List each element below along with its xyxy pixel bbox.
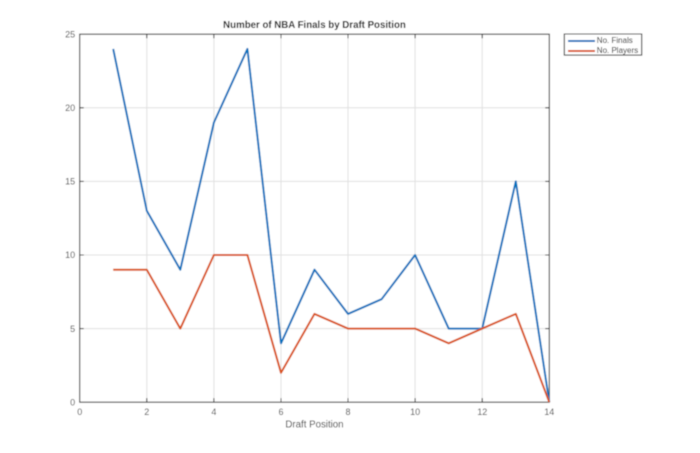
svg-text:25: 25 xyxy=(65,29,75,39)
svg-text:No. Finals: No. Finals xyxy=(597,36,633,45)
svg-text:No. Players: No. Players xyxy=(597,46,638,55)
svg-text:6: 6 xyxy=(278,407,283,417)
svg-text:20: 20 xyxy=(65,103,75,113)
svg-text:12: 12 xyxy=(477,407,487,417)
svg-text:4: 4 xyxy=(211,407,216,417)
svg-text:8: 8 xyxy=(345,407,350,417)
svg-text:0: 0 xyxy=(70,397,75,407)
svg-text:5: 5 xyxy=(70,324,75,334)
svg-text:10: 10 xyxy=(65,250,75,260)
svg-text:15: 15 xyxy=(65,177,75,187)
svg-text:14: 14 xyxy=(544,407,554,417)
svg-text:0: 0 xyxy=(77,407,82,417)
svg-text:10: 10 xyxy=(410,407,420,417)
svg-text:Number of NBA Finals by Draft: Number of NBA Finals by Draft Position xyxy=(223,20,406,31)
svg-text:Draft Position: Draft Position xyxy=(285,419,343,430)
svg-text:2: 2 xyxy=(144,407,149,417)
